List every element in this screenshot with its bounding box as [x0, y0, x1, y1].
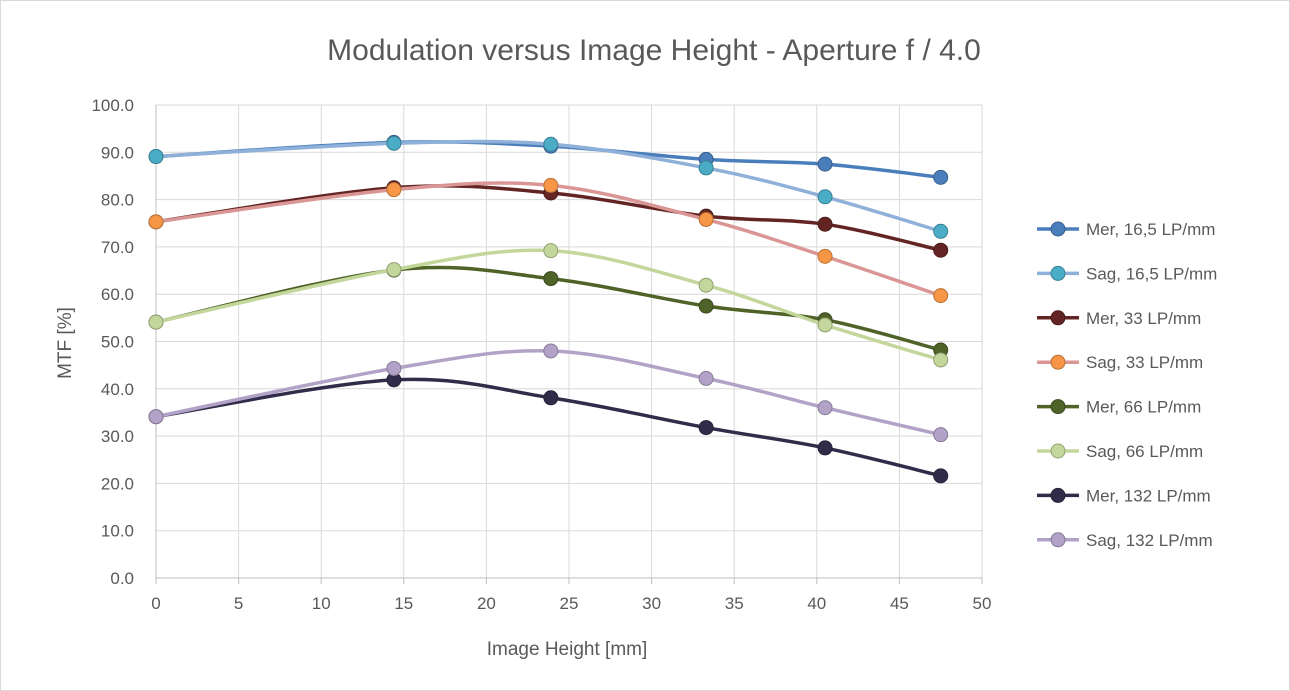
data-point	[817, 156, 833, 172]
legend-label: Mer, 33 LP/mm	[1086, 309, 1201, 328]
x-tick-label: 10	[312, 594, 331, 613]
series-5	[148, 262, 949, 358]
data-point	[933, 223, 949, 239]
data-point	[543, 136, 559, 152]
legend-entry: Mer, 33 LP/mm	[1037, 309, 1201, 328]
data-point	[817, 440, 833, 456]
data-point	[543, 177, 559, 193]
data-point	[698, 420, 714, 436]
data-point	[698, 277, 714, 293]
data-point	[543, 390, 559, 406]
legend-marker	[1050, 310, 1066, 326]
data-point	[933, 468, 949, 484]
legend-marker	[1050, 354, 1066, 370]
data-point	[148, 149, 164, 165]
legend-marker	[1050, 532, 1066, 548]
data-point	[698, 211, 714, 227]
data-point	[933, 427, 949, 443]
legend-marker	[1050, 265, 1066, 281]
data-point	[543, 243, 559, 259]
data-point	[933, 352, 949, 368]
data-point	[933, 169, 949, 185]
x-axis-title: Image Height [mm]	[487, 639, 648, 660]
legend-label: Sag, 66 LP/mm	[1086, 442, 1203, 461]
y-tick-label: 70.0	[101, 238, 134, 257]
x-tick-label: 40	[807, 594, 826, 613]
x-tick-label: 0	[151, 594, 160, 613]
y-tick-label: 100.0	[91, 96, 134, 115]
legend-marker	[1050, 399, 1066, 415]
y-axis-title: MTF [%]	[55, 307, 76, 379]
x-tick-label: 45	[890, 594, 909, 613]
data-point	[148, 314, 164, 330]
legend-entry: Mer, 66 LP/mm	[1037, 398, 1201, 417]
legend-label: Mer, 66 LP/mm	[1086, 398, 1201, 417]
y-axis-ticks: 0.0 10.0 20.0 30.0 40.0 50.0 60.0 70.0 80.0 90.0 1…	[91, 96, 134, 588]
data-point	[817, 317, 833, 333]
series-7	[148, 372, 949, 484]
x-tick-label: 20	[477, 594, 496, 613]
y-tick-label: 10.0	[101, 522, 134, 541]
legend-entry: Sag, 66 LP/mm	[1037, 442, 1203, 461]
x-tick-label: 50	[973, 594, 992, 613]
series-line	[154, 248, 943, 362]
series-2	[148, 135, 949, 239]
data-point	[817, 248, 833, 264]
legend-label: Sag, 132 LP/mm	[1086, 531, 1213, 550]
data-point	[386, 182, 402, 198]
data-point	[148, 409, 164, 425]
data-point	[817, 189, 833, 205]
y-tick-label: 30.0	[101, 427, 134, 446]
legend-marker	[1050, 487, 1066, 503]
series-4	[148, 177, 949, 304]
data-point	[386, 135, 402, 151]
y-tick-label: 80.0	[101, 191, 134, 210]
data-point	[386, 360, 402, 376]
legend-label: Sag, 33 LP/mm	[1086, 353, 1203, 372]
legend: Mer, 16,5 LP/mm Sag, 16,5 LP/mm Mer, 33 LP…	[1037, 220, 1217, 550]
data-point	[698, 298, 714, 314]
series-8	[148, 343, 949, 443]
legend-entry: Mer, 16,5 LP/mm	[1037, 220, 1215, 239]
data-point	[817, 216, 833, 232]
y-tick-label: 0.0	[110, 569, 134, 588]
plot-series	[148, 134, 949, 484]
data-point	[933, 288, 949, 304]
data-point	[386, 262, 402, 278]
y-tick-label: 90.0	[101, 143, 134, 162]
x-tick-label: 35	[725, 594, 744, 613]
legend-entry: Sag, 16,5 LP/mm	[1037, 264, 1217, 283]
y-tick-label: 50.0	[101, 333, 134, 352]
legend-label: Sag, 16,5 LP/mm	[1086, 264, 1217, 283]
data-point	[543, 271, 559, 287]
x-tick-label: 30	[642, 594, 661, 613]
y-tick-label: 20.0	[101, 474, 134, 493]
x-tick-label: 25	[560, 594, 579, 613]
x-axis-ticks: 0 5 10 15 20 25 30 35 40 45 50	[151, 594, 991, 613]
data-point	[698, 160, 714, 176]
series-6	[148, 243, 949, 368]
legend-entry: Sag, 33 LP/mm	[1037, 353, 1203, 372]
y-tick-label: 40.0	[101, 380, 134, 399]
data-point	[543, 343, 559, 359]
legend-label: Mer, 132 LP/mm	[1086, 486, 1211, 505]
data-point	[698, 370, 714, 386]
legend-entry: Mer, 132 LP/mm	[1037, 486, 1211, 505]
data-point	[817, 400, 833, 416]
x-tick-label: 15	[394, 594, 413, 613]
legend-label: Mer, 16,5 LP/mm	[1086, 220, 1215, 239]
y-tick-label: 60.0	[101, 285, 134, 304]
legend-marker	[1050, 443, 1066, 459]
axes	[155, 105, 983, 584]
legend-marker	[1050, 221, 1066, 237]
x-tick-label: 5	[234, 594, 243, 613]
grid	[156, 104, 983, 578]
data-point	[933, 242, 949, 258]
chart-title: Modulation versus Image Height - Apertur…	[327, 34, 981, 67]
data-point	[148, 214, 164, 230]
legend-entry: Sag, 132 LP/mm	[1037, 531, 1213, 550]
